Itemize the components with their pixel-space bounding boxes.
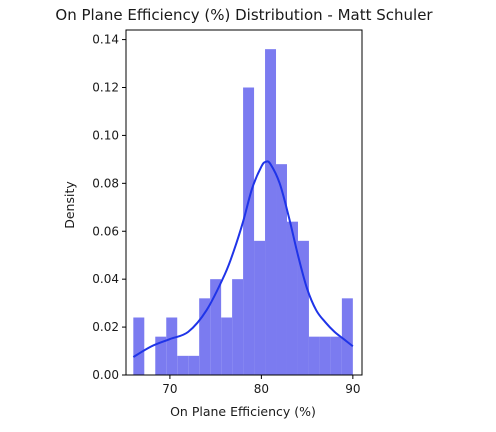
histogram-bar <box>232 279 244 375</box>
histogram-bar <box>133 317 145 375</box>
histogram-bar <box>308 336 320 375</box>
y-tick-label: 0.12 <box>92 81 119 95</box>
histogram-bar <box>265 49 277 376</box>
x-axis-label: On Plane Efficiency (%) <box>170 404 316 419</box>
histogram-bar <box>155 336 167 375</box>
histogram-bar <box>330 336 342 375</box>
histogram-bars <box>133 49 353 376</box>
y-tick-label: 0.08 <box>92 176 119 190</box>
histogram-bar <box>286 221 298 375</box>
kde-curve <box>132 160 354 358</box>
histogram-bar <box>319 336 331 375</box>
x-tick-label: 70 <box>162 382 177 396</box>
histogram-bar <box>199 298 211 375</box>
y-axis-label: Density <box>62 181 77 229</box>
x-tick-label: 90 <box>345 382 360 396</box>
histogram-bar <box>276 164 287 375</box>
y-tick-label: 0.00 <box>92 368 119 382</box>
x-axis-ticks: 70 80 90 <box>162 375 360 396</box>
histogram-bar <box>188 355 200 375</box>
y-axis-ticks: 0.00 0.02 0.04 0.06 0.08 0.10 0.12 0.14 <box>92 33 126 382</box>
y-tick-label: 0.10 <box>92 128 119 142</box>
chart-title: On Plane Efficiency (%) Distribution - M… <box>55 6 433 24</box>
histogram-bar <box>243 87 255 375</box>
histogram-bar <box>177 355 189 375</box>
y-tick-label: 0.02 <box>92 320 119 334</box>
y-tick-label: 0.06 <box>92 224 119 238</box>
histogram-bar <box>254 240 266 375</box>
histogram-bar <box>341 298 353 375</box>
x-tick-label: 80 <box>254 382 269 396</box>
histogram-bar <box>210 279 222 375</box>
y-tick-label: 0.04 <box>92 272 119 286</box>
histogram-bar <box>221 317 233 375</box>
y-tick-label: 0.14 <box>92 33 119 47</box>
histogram-bar <box>166 317 178 375</box>
histogram-bar <box>297 240 309 375</box>
plot-frame <box>125 29 363 376</box>
